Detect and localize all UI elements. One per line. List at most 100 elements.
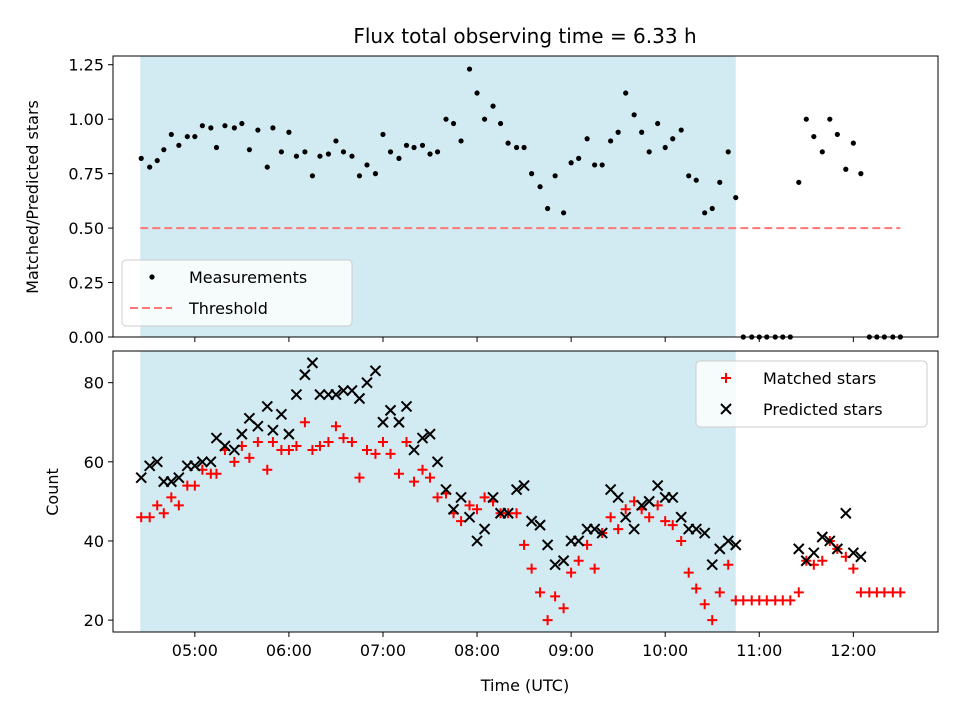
top-ylabel: Matched/Predicted stars: [23, 100, 42, 294]
measurement-point: [138, 155, 144, 161]
predicted-star-point: [572, 535, 585, 547]
predicted-star-point: [698, 527, 711, 539]
measurement-point: [662, 144, 668, 151]
predicted-star-point: [384, 404, 397, 417]
matched-star-point: [605, 512, 616, 523]
measurement-point: [176, 142, 182, 148]
matched-star-point: [464, 500, 475, 511]
matched-star-point: [644, 512, 655, 523]
measurement-point: [843, 166, 849, 172]
predicted-star-point: [440, 483, 452, 496]
predicted-star-point: [393, 416, 405, 428]
predicted-star-point: [816, 531, 829, 543]
top-legend-label: Measurements: [189, 268, 307, 287]
bottom-ytick-label: 60: [84, 453, 104, 472]
top-ytick-label: 0.25: [68, 274, 104, 293]
measurement-point: [866, 334, 872, 340]
measurement-point: [608, 138, 614, 144]
matched-star-point: [252, 437, 263, 448]
measurement-point: [396, 155, 402, 161]
predicted-star-point: [267, 424, 279, 436]
measurement-point: [646, 149, 652, 155]
measurement-point: [286, 129, 292, 135]
matched-star-point: [479, 492, 490, 503]
measurement-point: [881, 334, 887, 340]
measurement-point: [317, 153, 323, 159]
predicted-star-point: [377, 416, 389, 428]
predicted-star-point: [855, 551, 867, 563]
predicted-star-point: [518, 479, 530, 492]
measurement-point: [192, 133, 198, 140]
measurement-point: [255, 127, 261, 133]
matched-star-point: [409, 476, 420, 487]
predicted-star-point: [275, 408, 288, 421]
measurement-point: [270, 125, 276, 131]
measurement-point: [161, 147, 167, 153]
matched-star-point: [211, 468, 222, 479]
matched-star-point: [152, 500, 163, 511]
measurement-point: [568, 160, 574, 166]
predicted-star-point: [228, 444, 241, 456]
measurement-point: [387, 149, 394, 155]
measurement-point: [787, 334, 793, 340]
legend-measurement-swatch: [149, 274, 155, 280]
matched-star-point: [793, 587, 804, 598]
predicted-star-point: [330, 388, 342, 401]
measurement-point: [278, 149, 284, 155]
predicted-star-point: [416, 432, 429, 444]
matched-star-point: [136, 512, 147, 523]
matched-star-point: [714, 587, 725, 598]
bottom-axes-frame: [112, 350, 939, 633]
matched-star-point: [144, 512, 155, 523]
bottom-legend-label: Predicted stars: [763, 400, 883, 419]
measurement-point: [796, 179, 802, 185]
measurement-point: [827, 116, 833, 122]
matched-star-point: [676, 535, 687, 546]
measurement-point: [340, 149, 347, 155]
measurement-point: [458, 138, 464, 144]
top-ytick-label: 0.75: [68, 165, 104, 184]
matched-star-point: [879, 587, 890, 598]
measurement-point: [168, 131, 174, 138]
measurement-point: [411, 144, 417, 151]
matched-star-point: [385, 448, 396, 459]
matched-star-point: [707, 615, 718, 626]
matched-star-point: [472, 504, 483, 515]
bottom-xtick-label: 08:00: [454, 641, 500, 660]
measurement-point: [349, 153, 355, 159]
predicted-star-point: [283, 428, 295, 440]
measurement-point: [466, 66, 473, 72]
matched-star-point: [660, 516, 671, 527]
matched-star-point: [354, 472, 365, 483]
predicted-star-point: [667, 491, 679, 504]
measurement-point: [740, 334, 746, 340]
top-legend-label: Threshold: [188, 299, 268, 318]
measurement-point: [670, 136, 676, 142]
bottom-xtick-label: 11:00: [736, 641, 782, 660]
measurement-point: [333, 138, 339, 144]
matched-star-point: [361, 444, 372, 455]
measurement-point: [403, 142, 410, 148]
measurement-point: [199, 123, 205, 129]
predicted-star-point: [502, 507, 514, 519]
measurement-point: [497, 120, 504, 127]
measurement-point: [513, 144, 520, 151]
measurement-point: [890, 334, 896, 340]
measurement-point: [655, 120, 661, 127]
matched-star-point: [425, 472, 436, 483]
measurement-point: [246, 147, 253, 153]
predicted-star-point: [306, 357, 319, 369]
predicted-star-point: [619, 511, 632, 523]
measurement-point: [481, 116, 488, 122]
measurement-point: [356, 173, 363, 179]
predicted-star-point: [173, 471, 185, 484]
matched-star-point: [330, 421, 341, 432]
bottom-legend-label: Matched stars: [763, 369, 876, 388]
top-ytick-label: 0.50: [68, 219, 104, 238]
measurement-point: [717, 179, 723, 185]
predicted-star-point: [651, 479, 664, 492]
measurement-point: [834, 131, 840, 138]
matched-star-point: [262, 464, 273, 475]
measurement-point: [615, 129, 621, 135]
matched-star-point: [535, 587, 546, 598]
